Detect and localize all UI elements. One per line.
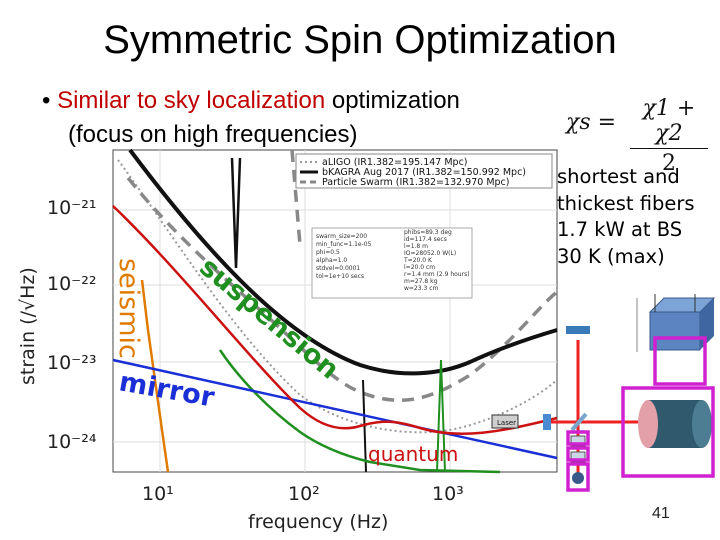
bullet-highlight: Similar to sky localization xyxy=(57,87,326,114)
param-left: min_func=1.1e-05 xyxy=(316,241,372,248)
kagra-peak xyxy=(230,157,242,269)
quantum-label: quantum xyxy=(368,442,458,466)
end-mirror-face xyxy=(692,400,712,448)
param-right: l=1.8 m xyxy=(404,243,428,250)
param-right: T=20.0 K xyxy=(403,257,433,264)
formula-denominator: 2 xyxy=(662,151,676,176)
legend-entry: Particle Swarm (IR1.382=132.970 Mpc) xyxy=(322,177,509,188)
param-left: phi=0.5 xyxy=(316,249,340,256)
param-left: stdvel=0.0001 xyxy=(316,265,360,272)
input-mirror-icon xyxy=(543,414,551,430)
highlight-box xyxy=(566,430,590,446)
param-right: m=27.8 kg xyxy=(404,278,438,285)
beam-splitter-icon xyxy=(570,412,588,432)
param-right: r=1.4 mm (2.9 hours) xyxy=(404,271,470,278)
note-line: 1.7 kW at BS xyxy=(557,218,683,241)
formula-numerator: χ1 + χ2 xyxy=(630,96,708,149)
x-tick-label: 10² xyxy=(288,483,320,505)
highlight-box xyxy=(621,386,715,478)
y-tick-label: 10⁻²⁴ xyxy=(47,431,97,453)
highlight-box xyxy=(566,462,590,492)
x-tick-label: 10¹ xyxy=(142,483,174,505)
x-axis-label: frequency (Hz) xyxy=(248,511,388,533)
slide-title: Symmetric Spin Optimization xyxy=(103,18,617,62)
param-right: IO=28052.0 W(L) xyxy=(404,250,456,257)
y-tick-label: 10⁻²² xyxy=(47,273,96,295)
swarm-curve-peak xyxy=(290,149,302,246)
bullet-point: • Similar to sky localization optimizati… xyxy=(42,84,460,152)
y-tick-label: 10⁻²³ xyxy=(47,352,96,374)
ligo-curve xyxy=(117,159,558,434)
param-box xyxy=(311,227,473,299)
param-left: swarm_size=200 xyxy=(316,233,367,240)
y-axis-label: strain (/√Hz) xyxy=(17,267,39,385)
seismic-curve xyxy=(140,279,170,473)
param-right: w=23.3 cm xyxy=(404,285,439,292)
legend-box xyxy=(295,153,553,189)
param-right: id=117.4 secs xyxy=(404,236,447,243)
detector-icon xyxy=(572,472,584,484)
note-line: thickest fibers xyxy=(557,191,695,215)
bullet-text-line2: (focus on high frequencies) xyxy=(68,121,358,148)
param-right: l=20.0 cm xyxy=(404,264,435,271)
mirror-curve xyxy=(112,358,558,460)
optics-schematic xyxy=(543,294,716,484)
spin-formula: χs = χ1 + χ2 2 xyxy=(566,96,708,176)
formula-fraction: χ1 + χ2 2 xyxy=(630,96,708,176)
bullet-marker: • xyxy=(42,87,51,114)
legend-entry: aLIGO (IR1.382=195.147 Mpc) xyxy=(322,157,468,168)
quantum-curve xyxy=(112,205,558,436)
highlight-box xyxy=(566,446,590,462)
highlight-boxes xyxy=(566,336,715,492)
page-number: 41 xyxy=(652,505,670,522)
y-tick-label: 10⁻²¹ xyxy=(47,197,96,219)
laser-label: Laser xyxy=(497,419,516,427)
suspension-peak xyxy=(436,359,446,473)
laser-box xyxy=(491,414,519,429)
legend-entry: bKAGRA Aug 2017 (IR1.382=150.992 Mpc) xyxy=(322,167,526,178)
small-mass-icon xyxy=(570,435,586,447)
note-line: 30 K (max) xyxy=(557,244,665,268)
plot-frame xyxy=(112,149,558,473)
x-tick-label: 10³ xyxy=(432,483,464,505)
param-right: phibs=89.3 deg xyxy=(404,229,452,236)
param-left: tol=1e+10 secs xyxy=(316,273,364,280)
kagra-curve xyxy=(128,148,558,376)
seismic-label: seismic xyxy=(113,258,144,359)
notes-text: shortest and thickest fibers 1.7 kW at B… xyxy=(557,164,695,270)
suspension-curve xyxy=(218,349,501,474)
bullet-text: optimization xyxy=(325,87,460,114)
note-line: shortest and xyxy=(557,165,680,188)
formula-lhs: χs = xyxy=(566,110,617,135)
param-left: alpha=1.0 xyxy=(316,257,347,264)
highlight-box xyxy=(653,336,707,386)
test-mass-front xyxy=(649,311,701,351)
small-mass-icon xyxy=(570,451,586,463)
end-mirror-spot xyxy=(638,400,658,448)
mirror-element-icon xyxy=(566,326,590,334)
